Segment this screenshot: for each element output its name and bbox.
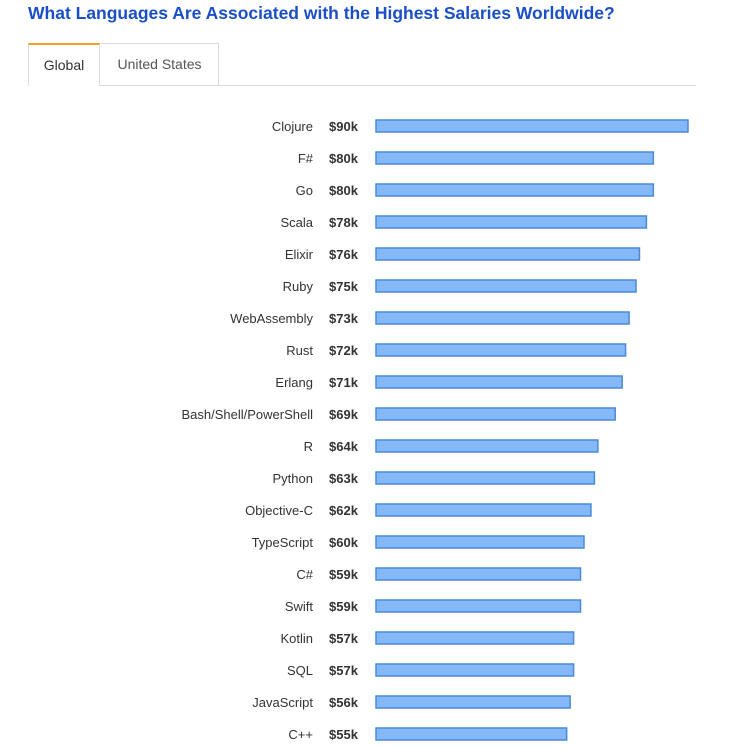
value-label: $59k	[329, 599, 359, 614]
value-label: $72k	[329, 343, 359, 358]
category-label: JavaScript	[252, 695, 313, 710]
bar	[375, 119, 689, 133]
bar	[375, 215, 648, 229]
value-label: $62k	[329, 503, 359, 518]
bar	[375, 247, 641, 261]
tab-united-states[interactable]: United States	[101, 43, 219, 85]
category-label: C++	[288, 727, 313, 742]
category-label: R	[304, 439, 313, 454]
value-label: $64k	[329, 439, 359, 454]
bar	[375, 663, 575, 677]
category-label: C#	[296, 567, 313, 582]
value-label: $57k	[329, 631, 359, 646]
category-label: TypeScript	[252, 535, 314, 550]
value-label: $80k	[329, 183, 359, 198]
bar	[375, 727, 568, 741]
category-label: Scala	[280, 215, 313, 230]
category-label: Python	[273, 471, 313, 486]
category-label: WebAssembly	[230, 311, 313, 326]
category-label: Elixir	[285, 247, 314, 262]
bar	[375, 535, 585, 549]
category-label: Clojure	[272, 119, 313, 134]
value-label: $73k	[329, 311, 359, 326]
bar	[375, 567, 582, 581]
value-label: $80k	[329, 151, 359, 166]
value-label: $55k	[329, 727, 359, 742]
bar	[375, 439, 599, 453]
category-label: Go	[296, 183, 313, 198]
value-label: $59k	[329, 567, 359, 582]
tab-bar: Global United States	[28, 43, 696, 86]
bar	[375, 599, 582, 613]
bar	[375, 695, 571, 709]
bar	[375, 343, 627, 357]
value-label: $60k	[329, 535, 359, 550]
value-label: $76k	[329, 247, 359, 262]
category-label: Swift	[285, 599, 314, 614]
category-label: Rust	[286, 343, 313, 358]
bar	[375, 151, 655, 165]
chart-title: What Languages Are Associated with the H…	[28, 3, 615, 23]
category-label: SQL	[287, 663, 313, 678]
bar	[375, 375, 623, 389]
value-label: $78k	[329, 215, 359, 230]
category-label: Kotlin	[280, 631, 313, 646]
category-label: Erlang	[275, 375, 313, 390]
value-label: $63k	[329, 471, 359, 486]
bar	[375, 503, 592, 517]
bar	[375, 183, 655, 197]
tab-global[interactable]: Global	[28, 43, 100, 86]
category-label: Ruby	[283, 279, 314, 294]
value-label: $69k	[329, 407, 359, 422]
category-label: Objective-C	[245, 503, 313, 518]
bar	[375, 407, 616, 421]
value-label: $75k	[329, 279, 359, 294]
value-label: $71k	[329, 375, 359, 390]
bar	[375, 471, 596, 485]
bar	[375, 279, 637, 293]
value-label: $56k	[329, 695, 359, 710]
bar	[375, 631, 575, 645]
category-label: F#	[298, 151, 314, 166]
value-label: $57k	[329, 663, 359, 678]
bar	[375, 311, 630, 325]
category-label: Bash/Shell/PowerShell	[181, 407, 313, 422]
value-label: $90k	[329, 119, 359, 134]
